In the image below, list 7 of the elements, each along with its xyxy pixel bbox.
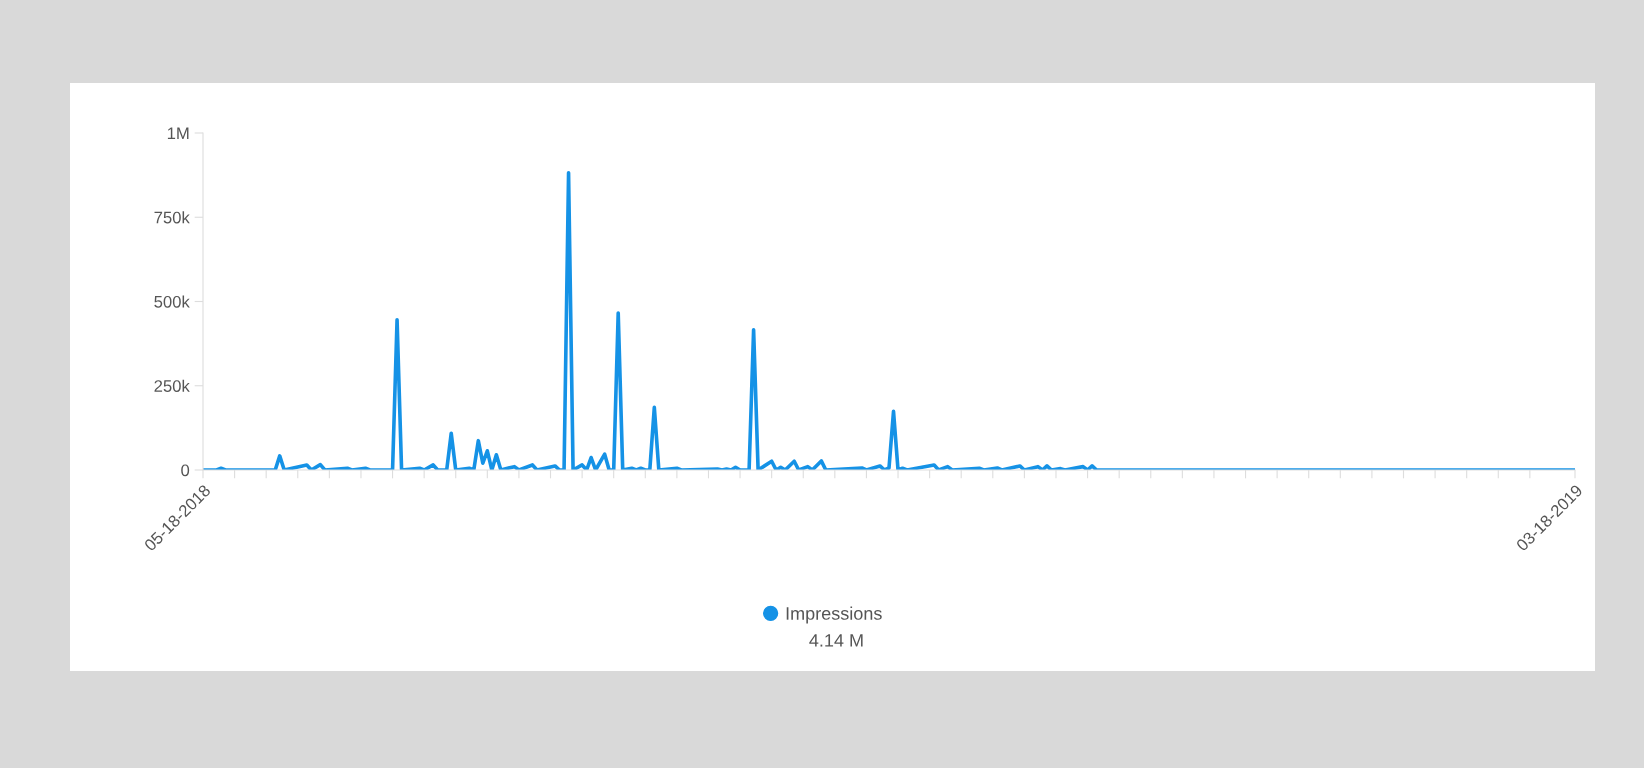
y-tick-label: 0 (181, 464, 190, 477)
y-tick-label: 750k (154, 211, 190, 224)
y-tick-label: 1M (167, 127, 189, 140)
y-tick-label: 500k (154, 295, 190, 308)
legend-label: Impressions (786, 606, 882, 624)
text: 4.14 M (809, 634, 863, 647)
y-tick-label: 250k (154, 379, 190, 392)
